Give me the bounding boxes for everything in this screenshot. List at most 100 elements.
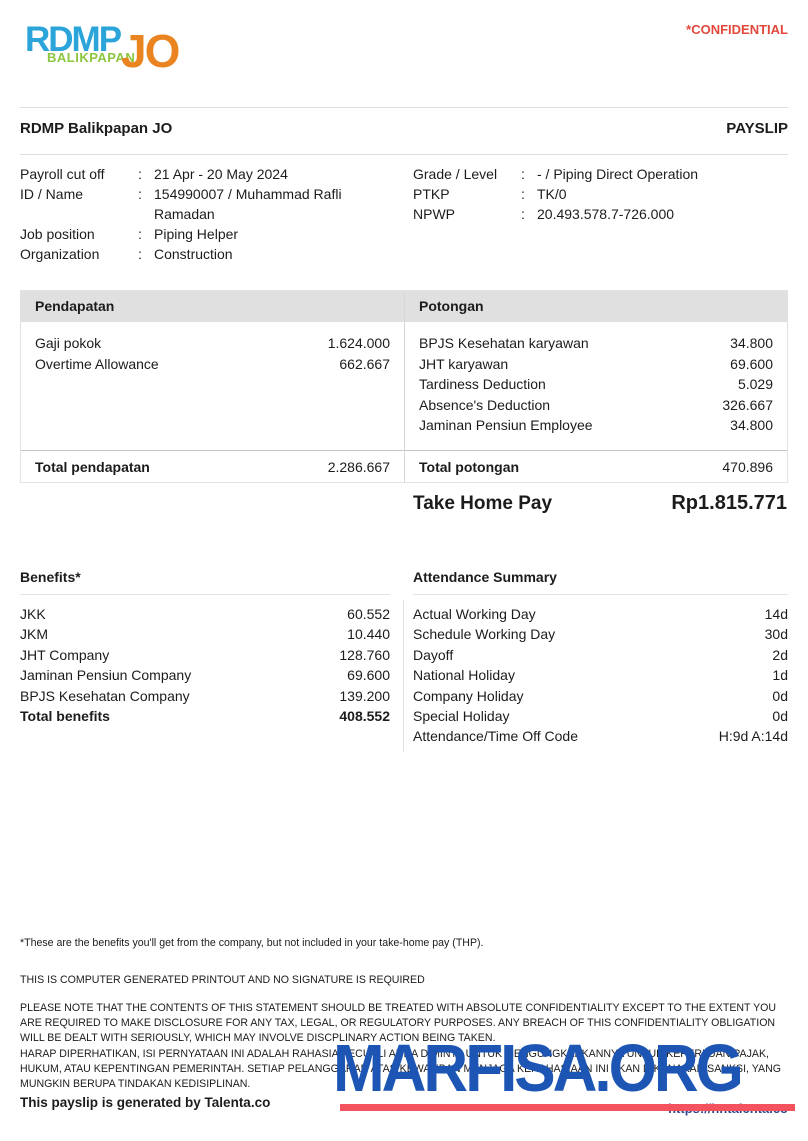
detail-colon: : [138,186,142,202]
detail-value: 154990007 / Muhammad Rafli Ramadan [154,186,342,222]
detail-label: PTKP [413,186,450,202]
detail-value: 21 Apr - 20 May 2024 [154,166,288,182]
row-label: Absence's Deduction [419,396,551,413]
row-value: 0d [772,708,788,725]
total-value: 408.552 [339,708,390,725]
detail-colon: : [521,186,525,202]
attendance-rows: Actual Working Day 14d Schedule Working … [413,595,788,747]
table-row: Schedule Working Day 30d [413,624,788,644]
document-title: PAYSLIP [726,120,788,137]
table-row: Actual Working Day 14d [413,604,788,624]
deductions-header: Potongan [405,291,787,322]
row-value: 1.624.000 [327,335,390,351]
table-row: Jaminan Pensiun Employee 34.800 [419,415,773,436]
benefits-header: Benefits* [20,569,390,595]
row-label: National Holiday [413,667,515,684]
benefits-rows: JKK 60.552 JKM 10.440 JHT Company 128.76… [20,595,390,726]
total-label: Total pendapatan [35,458,150,475]
row-label: Company Holiday [413,687,524,704]
row-value: 69.600 [347,667,390,684]
logo-rdmp-text: RDMP [25,20,122,59]
row-label: JHT karyawan [419,355,509,372]
table-row: BPJS Kesehatan karyawan 34.800 [419,333,773,354]
row-value: 14d [764,606,788,622]
talenta-link[interactable]: https://hr.talenta.co [668,1101,788,1116]
row-label: Special Holiday [413,708,510,725]
row-value: 1d [772,667,788,684]
logo-balikpapan-text: BALIKPAPAN [47,50,136,65]
table-row: Tardiness Deduction 5.029 [419,374,773,395]
table-row: Attendance/Time Off Code H:9d A:14d [413,726,788,746]
table-row: JHT Company 128.760 [20,645,390,665]
row-value: 662.667 [339,355,390,372]
take-home-pay-label: Take Home Pay [413,493,553,514]
detail-value: Piping Helper [154,226,239,242]
table-row: Dayoff 2d [413,645,788,665]
table-row: JKM 10.440 [20,624,390,644]
row-value: 34.800 [730,417,773,433]
row-label: Actual Working Day [413,606,536,622]
company-name: RDMP Balikpapan JO [20,120,173,137]
row-label: Attendance/Time Off Code [413,728,578,745]
column-divider [403,600,404,752]
table-row: Gaji pokok 1.624.000 [35,333,390,354]
table-row: BPJS Kesehatan Company 139.200 [20,686,390,706]
row-value: 5.029 [737,376,773,392]
total-value: 470.896 [722,458,773,475]
employee-details: Payroll cut off : 21 Apr - 20 May 2024 I… [20,164,788,264]
detail-label: Payroll cut off [20,166,105,182]
table-row: Jaminan Pensiun Company 69.600 [20,665,390,685]
total-value: 2.286.667 [327,458,390,475]
table-row: Absence's Deduction 326.667 [419,395,773,416]
detail-label: Job position [20,226,95,242]
detail-value: Construction [154,246,233,262]
detail-row-grade-level: Grade / Level : - / Piping Direct Operat… [413,164,788,184]
benefits-total-row: Total benefits 408.552 [20,706,390,726]
row-label: Jaminan Pensiun Company [20,667,192,684]
detail-value: - / Piping Direct Operation [537,166,699,182]
total-label: Total benefits [20,708,110,725]
row-value: 139.200 [339,687,390,704]
row-value: 128.760 [339,646,390,663]
table-row: Special Holiday 0d [413,706,788,726]
row-value: 326.667 [722,396,773,413]
confidentiality-note-en: PLEASE NOTE THAT THE CONTENTS OF THIS ST… [20,1002,777,1044]
deductions-column: Potongan BPJS Kesehatan karyawan 34.800 … [404,291,787,482]
detail-row-job-position: Job position : Piping Helper [20,224,413,244]
divider-title [20,154,788,155]
row-value: 69.600 [730,355,773,372]
row-label: Overtime Allowance [35,355,159,372]
row-label: JKM [20,626,48,643]
detail-colon: : [138,246,142,262]
row-value: 60.552 [347,606,390,622]
employee-details-left: Payroll cut off : 21 Apr - 20 May 2024 I… [20,164,413,264]
earnings-column: Pendapatan Gaji pokok 1.624.000 Overtime… [21,291,404,482]
table-row: JHT karyawan 69.600 [419,354,773,375]
confidentiality-note-id: HARAP DIPERHATIKAN, ISI PERNYATAAN INI A… [20,1048,781,1090]
row-label: BPJS Kesehatan Company [20,687,190,704]
attendance-section: Attendance Summary Actual Working Day 14… [413,569,788,747]
table-row: JKK 60.552 [20,604,390,624]
row-value: 10.440 [347,626,390,643]
row-label: JHT Company [20,646,110,663]
detail-colon: : [521,166,525,182]
pay-table: Pendapatan Gaji pokok 1.624.000 Overtime… [20,290,788,483]
detail-label: Grade / Level [413,166,498,182]
row-label: Gaji pokok [35,335,102,351]
detail-row-payroll-cutoff: Payroll cut off : 21 Apr - 20 May 2024 [20,164,413,184]
divider-top [20,107,788,108]
employee-details-right: Grade / Level : - / Piping Direct Operat… [413,164,788,264]
detail-row-organization: Organization : Construction [20,244,413,264]
total-label: Total potongan [419,458,520,475]
table-row: Overtime Allowance 662.667 [35,354,390,375]
company-logo: RDMP BALIKPAPAN JO [25,20,195,84]
table-row: Company Holiday 0d [413,686,788,706]
generator-credit: This payslip is generated by Talenta.co [20,1095,271,1110]
benefits-section: Benefits* JKK 60.552 JKM 10.440 JHT Comp… [20,569,390,726]
row-value: 30d [764,626,788,643]
confidential-label: *CONFIDENTIAL [686,22,788,37]
generated-footnote: THIS IS COMPUTER GENERATED PRINTOUT AND … [20,974,425,986]
row-value: H:9d A:14d [718,728,788,745]
row-label: Schedule Working Day [413,626,556,643]
